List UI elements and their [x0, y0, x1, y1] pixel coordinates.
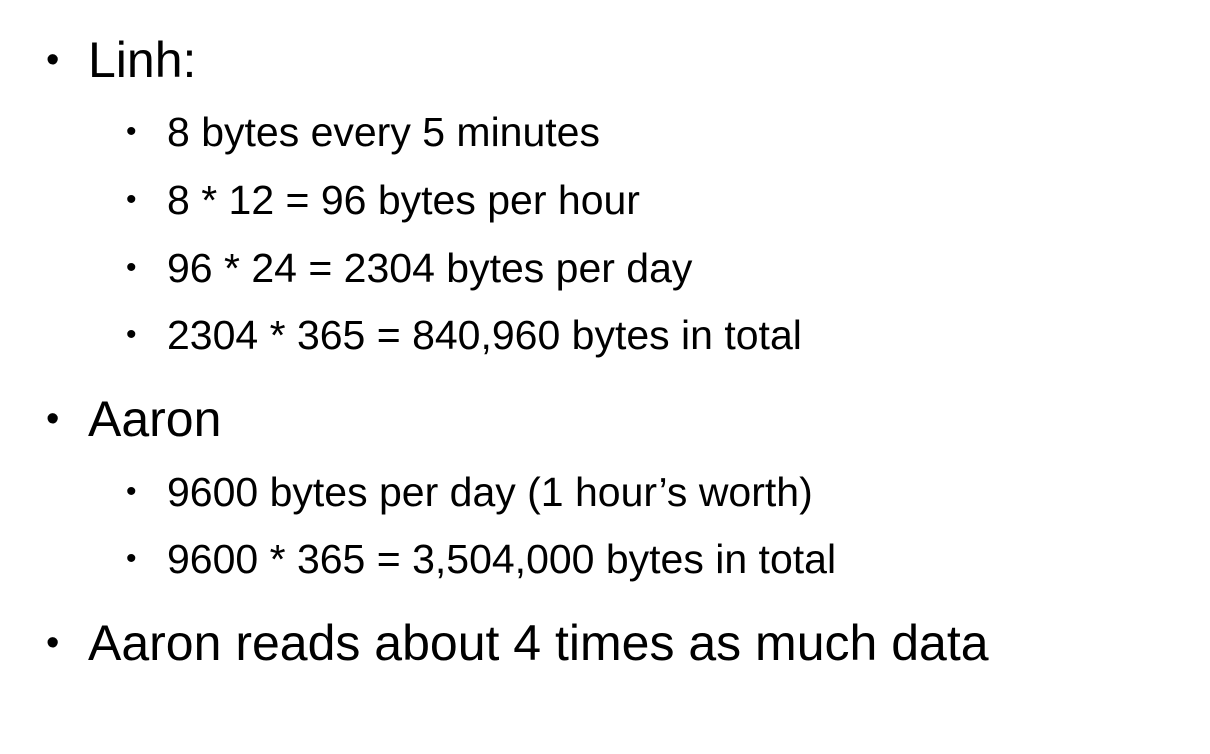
bullet-glyph: • [126, 475, 137, 508]
bullet-glyph: • [126, 318, 137, 351]
linh-item-3: 96 * 24 = 2304 bytes per day [167, 244, 693, 291]
aaron-item-2: 9600 * 365 = 3,504,000 bytes in total [167, 535, 837, 582]
bullet-glyph: • [46, 621, 60, 664]
sub-bullet-aaron-2: • 9600 * 365 = 3,504,000 bytes in total [126, 533, 836, 585]
sub-bullet-linh-2: • 8 * 12 = 96 bytes per hour [126, 174, 640, 226]
linh-item-2: 8 * 12 = 96 bytes per hour [167, 176, 640, 223]
bullet-glyph: • [126, 115, 137, 148]
bullet-glyph: • [126, 183, 137, 216]
bullet-linh: • Linh: [46, 30, 196, 90]
sub-bullet-aaron-1: • 9600 bytes per day (1 hour’s worth) [126, 466, 813, 518]
sub-bullet-linh-1: • 8 bytes every 5 minutes [126, 106, 600, 158]
bullet-glyph: • [46, 38, 60, 81]
heading-aaron: Aaron [88, 391, 222, 447]
bullet-aaron: • Aaron [46, 389, 221, 449]
aaron-item-1: 9600 bytes per day (1 hour’s worth) [167, 468, 813, 515]
sub-bullet-linh-3: • 96 * 24 = 2304 bytes per day [126, 242, 692, 294]
bullet-glyph: • [126, 251, 137, 284]
sub-bullet-linh-4: • 2304 * 365 = 840,960 bytes in total [126, 309, 802, 361]
heading-conclusion: Aaron reads about 4 times as much data [88, 615, 989, 671]
linh-item-4: 2304 * 365 = 840,960 bytes in total [167, 311, 802, 358]
heading-linh: Linh: [88, 32, 197, 88]
linh-item-1: 8 bytes every 5 minutes [167, 108, 600, 155]
bullet-glyph: • [126, 542, 137, 575]
bullet-conclusion: • Aaron reads about 4 times as much data [46, 613, 989, 673]
bullet-glyph: • [46, 397, 60, 440]
